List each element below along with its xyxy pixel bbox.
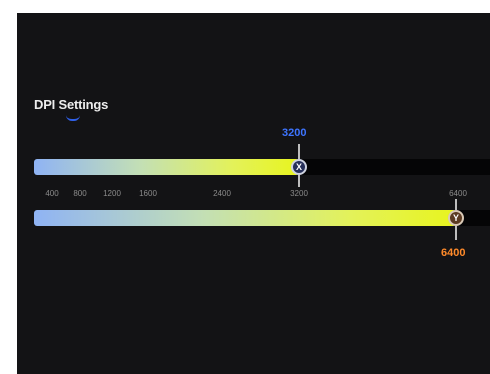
dpi-x-slider-track[interactable]	[34, 159, 490, 175]
dpi-x-slider-fill	[34, 159, 299, 175]
dpi-y-handle-letter: Y	[452, 213, 459, 223]
dpi-tick-label: 800	[73, 189, 87, 198]
dpi-y-slider-handle[interactable]: Y	[448, 210, 464, 226]
dpi-tick-label: 6400	[449, 189, 467, 198]
dpi-settings-panel: DPI Settings 3200 X 400 800 1200 1600 24…	[17, 13, 490, 374]
dpi-x-stem-bottom	[298, 175, 300, 187]
dpi-x-handle-letter: X	[295, 162, 302, 172]
title-accent-underline	[66, 115, 80, 121]
dpi-y-stem-top	[455, 199, 457, 210]
dpi-tick-label: 1600	[139, 189, 157, 198]
dpi-tick-label: 2400	[213, 189, 231, 198]
dpi-x-stem-top	[298, 144, 300, 159]
dpi-y-slider-track[interactable]	[34, 210, 490, 226]
dpi-y-stem-bottom	[455, 226, 457, 240]
dpi-tick-label: 3200	[290, 189, 308, 198]
dpi-y-value-label: 6400	[441, 247, 466, 259]
dpi-settings-title: DPI Settings	[34, 97, 109, 112]
dpi-x-slider-handle[interactable]: X	[291, 159, 307, 175]
dpi-y-slider-fill	[34, 210, 456, 226]
dpi-x-value-label: 3200	[282, 127, 307, 139]
dpi-tick-label: 1200	[103, 189, 121, 198]
dpi-tick-label: 400	[45, 189, 59, 198]
